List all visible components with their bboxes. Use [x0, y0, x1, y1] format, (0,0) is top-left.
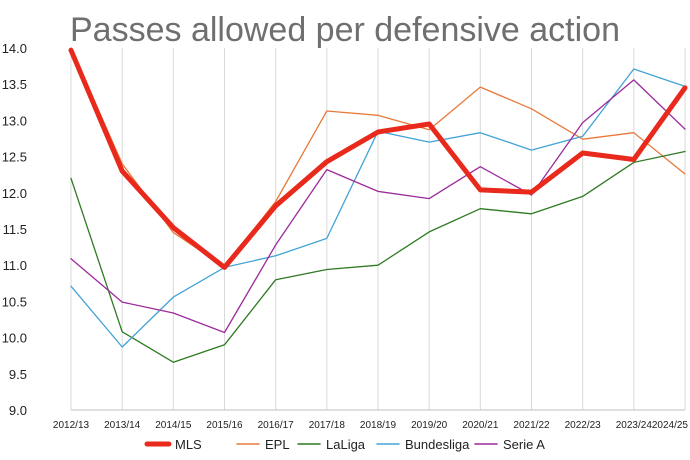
series-line-mls: [68, 47, 688, 270]
gridlines: [70, 48, 686, 411]
y-tick-label: 10.5: [2, 294, 27, 309]
legend-label-epl: EPL: [265, 437, 290, 452]
x-tick-label: 2019/20: [411, 420, 448, 431]
x-tick-label: 2018/19: [360, 420, 397, 431]
y-tick-label: 12.0: [2, 186, 27, 201]
legend-label-mls: MLS: [175, 437, 202, 452]
series-line-epl: [70, 47, 686, 268]
legend-label-laliga: LaLiga: [326, 437, 366, 452]
y-tick-label: 11.5: [3, 222, 27, 237]
y-tick-label: 11.0: [3, 258, 27, 273]
legend-label-serie-a: Serie A: [503, 437, 545, 452]
chart-title: Passes allowed per defensive action: [70, 11, 620, 49]
series-line-serie-a: [70, 79, 686, 334]
x-tick-label: 2022/23: [565, 420, 602, 431]
x-axis: 2012/13 2013/14 2014/15 2015/16 2016/17 2017/…: [53, 420, 689, 431]
x-tick-label: 2021/22: [513, 420, 550, 431]
y-tick-label: 9.5: [9, 367, 27, 382]
x-tick-label: 2013/14: [104, 420, 141, 431]
y-tick-label: 13.5: [2, 77, 27, 92]
y-tick-label: 9.0: [9, 403, 27, 418]
legend-label-bundesliga: Bundesliga: [405, 437, 470, 452]
y-axis: 9.0 9.5 10.0 10.5 11.0 11.5 12.0 12.5 13.0 13.5 14…: [2, 41, 27, 418]
series-line-laliga: [70, 150, 686, 363]
y-tick-label: 10.0: [2, 331, 27, 346]
x-tick-label: 2014/15: [155, 420, 192, 431]
x-tick-label: 2015/16: [206, 420, 243, 431]
y-tick-label: 13.0: [2, 113, 27, 128]
x-tick-label: 2020/21: [462, 420, 499, 431]
x-tick-label: 2017/18: [309, 420, 346, 431]
x-tick-label: 2024/25: [652, 420, 689, 431]
x-tick-label: 2016/17: [258, 420, 295, 431]
y-tick-label: 14.0: [2, 41, 27, 56]
y-tick-label: 12.5: [2, 150, 27, 165]
x-tick-label: 2023/24: [616, 420, 653, 431]
legend: MLS EPL LaLiga Bundesliga Serie A: [144, 437, 545, 452]
series-group: [68, 47, 688, 363]
x-tick-label: 2012/13: [53, 420, 90, 431]
